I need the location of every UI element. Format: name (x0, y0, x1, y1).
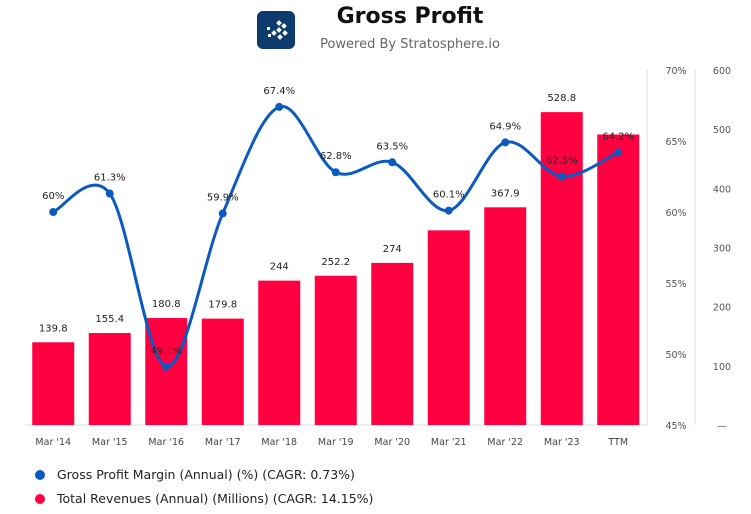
margin-label: 59.9% (207, 192, 239, 203)
x-tick-label: Mar '22 (487, 437, 523, 448)
revenue-bar (201, 318, 244, 425)
stratosphere-logo (257, 11, 295, 49)
margin-point (501, 138, 510, 147)
revenue-bar (88, 333, 131, 425)
margin-label: 63.5% (376, 141, 408, 152)
revenue-label: 180.8 (152, 299, 181, 310)
margin-point (49, 208, 58, 216)
revenue-label: 252.2 (321, 257, 350, 268)
x-tick-label: Mar '18 (261, 437, 297, 448)
left-axis-tick: 65% (665, 137, 686, 148)
revenue-bar (597, 134, 640, 425)
margin-label: 64.9% (489, 121, 521, 132)
chart-subtitle: Powered By Stratosphere.io (320, 37, 500, 52)
right-axis-tick: 400 (713, 184, 731, 195)
revenue-bar (32, 342, 75, 425)
chart-plot: 45% 50% 55% 60% 65% 70% — 100 200 300 400 500 600 139… (25, 66, 731, 448)
margin-label: 62.8% (320, 151, 352, 162)
margin-label: 49.1% (150, 346, 182, 357)
margin-point (275, 102, 284, 111)
margin-point (444, 206, 453, 215)
legend-label-revenue: Total Revenues (Annual) (Millions) (CAGR… (57, 491, 374, 506)
revenue-label: 528.8 (547, 93, 576, 104)
x-tick-label: Mar '21 (431, 437, 467, 448)
margin-point (614, 148, 623, 157)
legend-label-margin: Gross Profit Margin (Annual) (%) (CAGR: … (57, 467, 355, 482)
left-axis-tick: 60% (665, 208, 686, 219)
right-axis-tick: 300 (713, 244, 731, 255)
right-axis-tick: 500 (713, 125, 731, 136)
revenue-bar (258, 280, 301, 425)
margin-label: 61.3% (94, 173, 126, 184)
margin-label: 62.5% (546, 156, 578, 167)
x-tick-label: Mar '19 (318, 437, 354, 448)
revenue-label: 139.8 (39, 323, 68, 334)
revenue-label: 274 (383, 244, 402, 255)
margin-point (218, 209, 227, 218)
margin-point (105, 189, 114, 198)
legend-dot-revenue (35, 493, 45, 504)
margin-point (557, 172, 566, 181)
margin-label: 64.2% (602, 131, 634, 142)
revenue-label: 244 (270, 262, 289, 273)
right-axis-tick: 600 (713, 66, 731, 77)
margin-label: 60.1% (433, 190, 465, 201)
right-axis-tick: — (717, 421, 727, 432)
margin-label: 67.4% (263, 86, 295, 97)
revenue-label: 179.8 (208, 300, 237, 311)
margin-label: 60% (42, 191, 64, 202)
x-tick-label: Mar '16 (148, 437, 184, 448)
left-axis-tick: 50% (665, 350, 686, 361)
legend-dot-margin (35, 469, 45, 480)
revenue-bar (145, 318, 188, 425)
x-tick-label: Mar '17 (205, 437, 241, 448)
x-tick-label: TTM (607, 437, 628, 448)
margin-point (388, 158, 397, 167)
revenue-bar (427, 230, 470, 425)
x-tick-label: Mar '15 (92, 437, 128, 448)
revenue-bar (371, 262, 414, 425)
right-axis-tick: 200 (713, 303, 731, 314)
left-axis-tick: 55% (665, 279, 686, 290)
revenue-bar (484, 207, 527, 425)
left-axis-tick: 45% (665, 421, 686, 432)
revenue-label: 367.9 (491, 188, 520, 199)
legend-item-revenue[interactable]: Total Revenues (Annual) (Millions) (CAGR… (35, 491, 373, 506)
x-tick-label: Mar '23 (544, 437, 580, 448)
x-tick-label: Mar '20 (374, 437, 410, 448)
revenue-bar (314, 275, 357, 425)
revenue-bar (540, 112, 583, 426)
revenue-label: 155.4 (95, 314, 124, 325)
margin-point (162, 362, 171, 371)
right-axis-tick: 100 (713, 362, 731, 373)
legend-item-margin[interactable]: Gross Profit Margin (Annual) (%) (CAGR: … (35, 467, 355, 482)
left-axis-tick: 70% (665, 66, 686, 77)
margin-point (331, 168, 340, 177)
x-tick-label: Mar '14 (35, 437, 71, 448)
chart-title: Gross Profit (336, 4, 484, 29)
